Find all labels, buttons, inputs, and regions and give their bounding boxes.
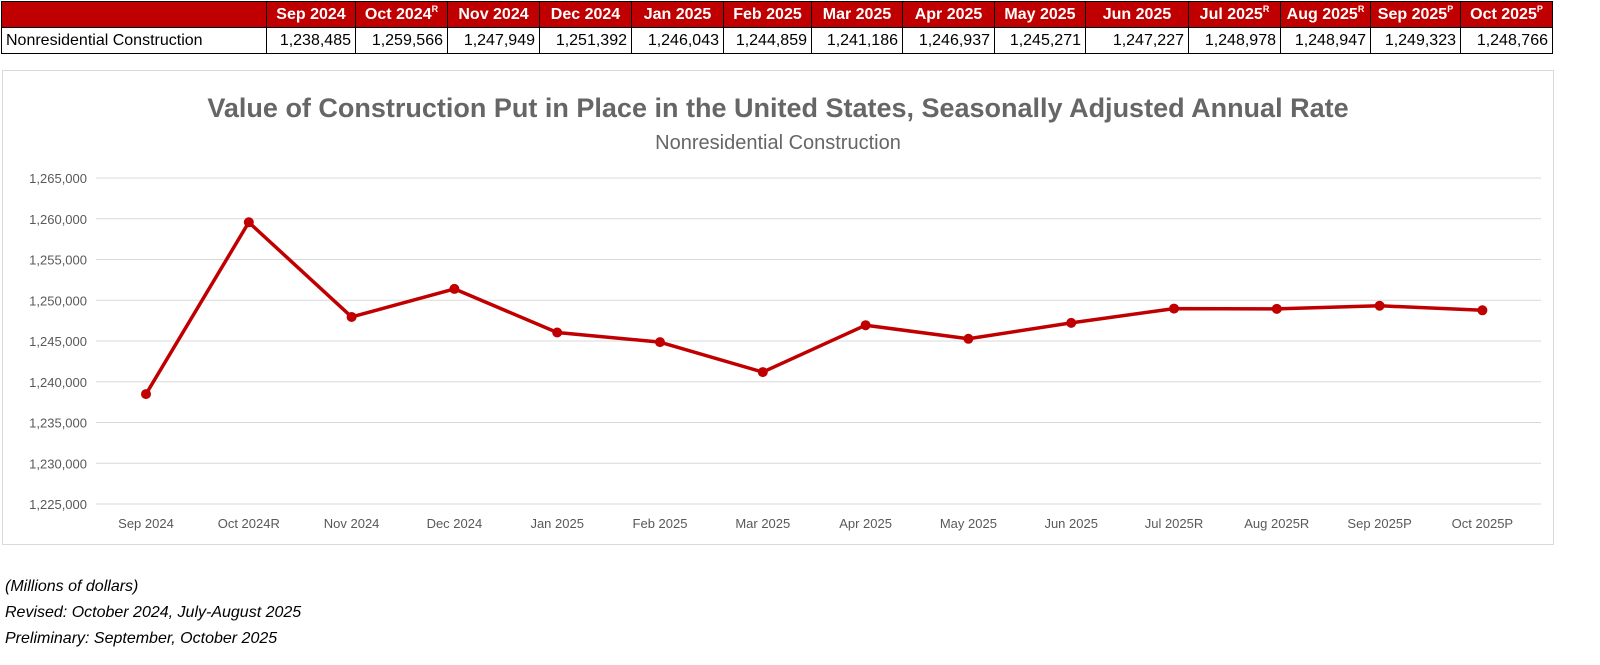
column-header: Feb 2025 xyxy=(723,1,812,28)
column-flag: R xyxy=(1262,3,1270,14)
column-month: Nov 2024 xyxy=(458,5,529,23)
data-point xyxy=(1477,305,1488,316)
y-tick-label: 1,265,000 xyxy=(29,171,87,186)
y-tick-label: 1,250,000 xyxy=(29,293,87,308)
table-row: Nonresidential Construction 1,238,485 1,25… xyxy=(1,27,1553,54)
x-tick-label: Oct 2024R xyxy=(218,516,280,531)
table-cell: 1,245,271 xyxy=(994,27,1086,54)
y-tick-label: 1,260,000 xyxy=(29,212,87,227)
table-cell: 1,241,186 xyxy=(811,27,903,54)
footnotes: (Millions of dollars) Revised: October 2… xyxy=(5,574,301,652)
chart-area: Value of Construction Put in Place in th… xyxy=(2,70,1554,545)
x-tick-label: Oct 2025P xyxy=(1452,516,1513,531)
header-blank xyxy=(1,1,267,28)
table-cell: 1,246,937 xyxy=(902,27,995,54)
y-tick-label: 1,230,000 xyxy=(29,456,87,471)
table-cell: 1,251,392 xyxy=(539,27,632,54)
table-cell: 1,249,323 xyxy=(1370,27,1461,54)
column-header: Apr 2025 xyxy=(902,1,995,28)
y-tick-label: 1,255,000 xyxy=(29,253,87,268)
y-tick-label: 1,240,000 xyxy=(29,375,87,390)
x-tick-label: Sep 2024 xyxy=(118,516,174,531)
column-month: Jan 2025 xyxy=(643,5,712,23)
column-header: Aug 2025R xyxy=(1280,1,1371,28)
column-header: Jun 2025 xyxy=(1085,1,1189,28)
data-point xyxy=(1271,303,1282,314)
y-tick-label: 1,245,000 xyxy=(29,334,87,349)
column-flag: P xyxy=(1447,3,1454,14)
column-month: Aug 2025 xyxy=(1286,5,1358,23)
column-header: Nov 2024 xyxy=(447,1,540,28)
note-units: (Millions of dollars) xyxy=(5,578,139,595)
note-revised: Revised: October 2024, July-August 2025 xyxy=(5,604,302,621)
x-tick-label: Jul 2025R xyxy=(1145,516,1204,531)
data-point xyxy=(655,337,665,348)
x-tick-label: Mar 2025 xyxy=(735,516,790,531)
column-month: Sep 2025 xyxy=(1377,5,1448,23)
column-month: Apr 2025 xyxy=(914,5,983,23)
column-month: Dec 2024 xyxy=(550,5,621,23)
series-line xyxy=(144,220,1483,395)
table-cell: 1,248,947 xyxy=(1280,27,1371,54)
x-tick-label: Apr 2025 xyxy=(839,516,892,531)
table-cell: 1,244,859 xyxy=(723,27,812,54)
data-point xyxy=(346,311,357,322)
column-header: May 2025 xyxy=(994,1,1086,28)
column-month: Sep 2024 xyxy=(276,5,346,23)
data-point xyxy=(757,367,768,378)
x-tick-label: Feb 2025 xyxy=(633,516,688,531)
data-point xyxy=(243,217,254,228)
column-flag: R xyxy=(1357,3,1365,14)
x-tick-label: Jan 2025 xyxy=(530,516,584,531)
chart-subtitle: Nonresidential Construction xyxy=(655,132,901,154)
data-point xyxy=(552,327,563,338)
column-month: Oct 2025 xyxy=(1470,5,1537,23)
column-header: Mar 2025 xyxy=(811,1,903,28)
column-header: Oct 2025P xyxy=(1460,1,1553,28)
column-month: Oct 2024 xyxy=(364,5,432,23)
table-cell: 1,247,227 xyxy=(1085,27,1189,54)
data-point xyxy=(449,283,460,294)
column-month: Jul 2025 xyxy=(1199,5,1263,23)
table-cell: 1,238,485 xyxy=(266,27,356,54)
y-tick-label: 1,235,000 xyxy=(29,416,87,431)
table-cell: 1,259,566 xyxy=(355,27,448,54)
x-tick-label: Jun 2025 xyxy=(1044,516,1098,531)
column-month: May 2025 xyxy=(1004,5,1076,23)
column-header: Jul 2025R xyxy=(1188,1,1281,28)
column-flag: R xyxy=(431,3,439,14)
line-chart: Value of Construction Put in Place in th… xyxy=(29,93,1541,531)
table-cell: 1,247,949 xyxy=(447,27,540,54)
row-label: Nonresidential Construction xyxy=(1,27,267,54)
data-table: Sep 2024 Oct 2024R Nov 2024 Dec 2024 Jan 202… xyxy=(1,1,1553,54)
data-point xyxy=(1374,300,1385,311)
x-tick-label: May 2025 xyxy=(940,516,997,531)
column-header: Sep 2025P xyxy=(1370,1,1461,28)
table-cell: 1,246,043 xyxy=(631,27,724,54)
y-tick-label: 1,225,000 xyxy=(29,497,87,512)
column-month: Mar 2025 xyxy=(822,5,892,23)
data-point xyxy=(1066,317,1077,328)
x-tick-label: Dec 2024 xyxy=(427,516,483,531)
column-header: Jan 2025 xyxy=(631,1,724,28)
x-tick-label: Aug 2025R xyxy=(1244,516,1309,531)
column-flag: P xyxy=(1536,3,1543,14)
chart-title: Value of Construction Put in Place in th… xyxy=(207,93,1348,123)
note-preliminary: Preliminary: September, October 2025 xyxy=(5,630,278,647)
column-month: Jun 2025 xyxy=(1102,5,1172,23)
table-cell: 1,248,766 xyxy=(1460,27,1553,54)
data-point xyxy=(1169,303,1179,314)
column-header: Oct 2024R xyxy=(355,1,448,28)
x-tick-label: Nov 2024 xyxy=(324,516,380,531)
column-header: Dec 2024 xyxy=(539,1,632,28)
table-header-row: Sep 2024 Oct 2024R Nov 2024 Dec 2024 Jan 202… xyxy=(1,1,1553,28)
data-point xyxy=(141,389,151,400)
data-point xyxy=(963,333,974,344)
data-point xyxy=(860,320,871,331)
column-header: Sep 2024 xyxy=(266,1,356,28)
x-tick-label: Sep 2025P xyxy=(1347,516,1411,531)
table-cell: 1,248,978 xyxy=(1188,27,1281,54)
column-month: Feb 2025 xyxy=(733,5,802,23)
